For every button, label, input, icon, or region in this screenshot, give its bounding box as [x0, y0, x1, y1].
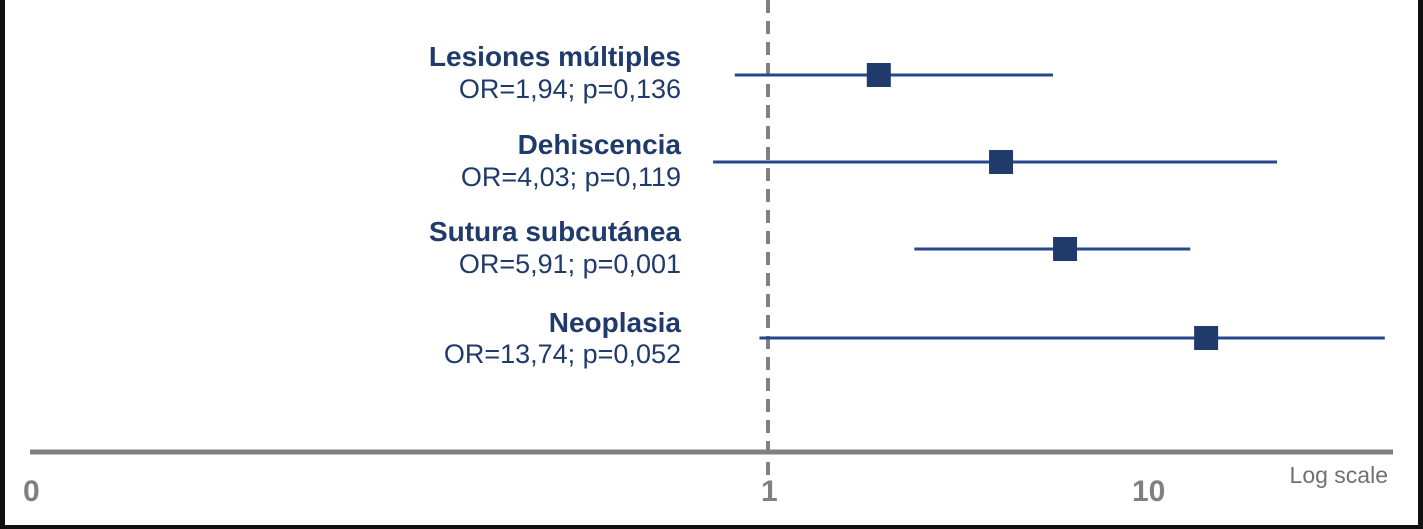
row-label-lesiones: Lesiones múltiples — [428, 41, 681, 72]
log-scale-note: Log scale — [1289, 462, 1388, 488]
forest-plot — [30, 0, 1393, 475]
or-marker-2 — [1053, 237, 1078, 261]
row-stat-sutura: OR=5,91; p=0,001 — [458, 249, 681, 279]
row-stat-neoplasia: OR=13,74; p=0,052 — [443, 339, 681, 369]
row-label-dehiscencia: Dehiscencia — [517, 129, 681, 160]
row-stat-lesiones: OR=1,94; p=0,136 — [458, 74, 681, 104]
row-label-sutura: Sutura subcutánea — [428, 216, 681, 247]
or-marker-0 — [866, 63, 891, 87]
or-marker-3 — [1194, 326, 1219, 350]
x-tick-10: 10 — [1132, 475, 1166, 508]
row-label-neoplasia: Neoplasia — [548, 307, 681, 338]
row-stat-dehiscencia: OR=4,03; p=0,119 — [460, 162, 681, 192]
x-tick-0: 0 — [23, 475, 40, 508]
x-tick-1: 1 — [761, 475, 778, 508]
or-marker-1 — [989, 150, 1014, 174]
